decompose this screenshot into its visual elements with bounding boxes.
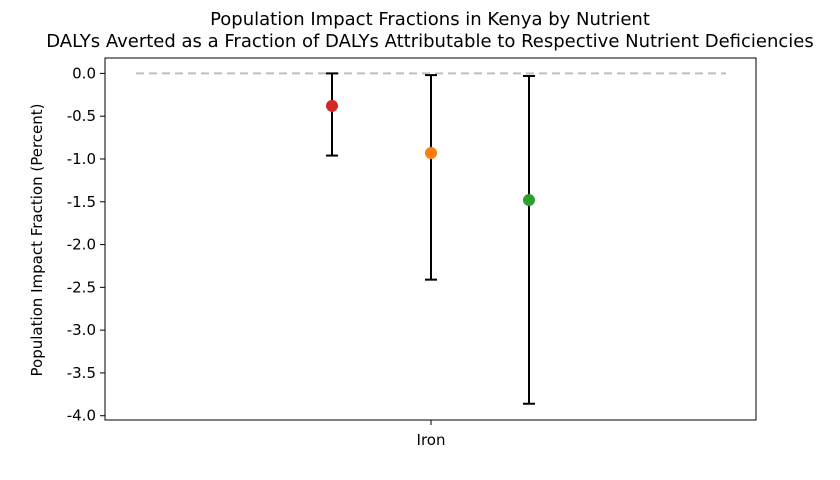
y-axis-label: Population Impact Fraction (Percent) [28,103,46,376]
data-point [523,194,535,207]
x-tick-label: Iron [417,431,446,449]
data-point [425,146,437,159]
chart-subtitle: DALYs Averted as a Fraction of DALYs Att… [46,31,813,52]
data-point [326,99,338,112]
y-tick-label: -2.0 [67,236,96,254]
plot-area: 0.0 -0.5 -1.0 -1.5 -2.0 -2.5 -3.0 -3.5 -4.0 Iron [67,57,757,449]
y-tick-label: 0.0 [72,64,96,82]
chart-title: Population Impact Fractions in Kenya by … [210,9,650,30]
y-tick-label: -3.0 [67,321,96,339]
y-tick-label: -2.5 [67,278,96,296]
y-tick-label: -1.5 [67,193,96,211]
y-tick-label: -0.5 [67,107,96,125]
y-tick-label: -4.0 [67,407,96,425]
y-tick-label: -1.0 [67,150,96,168]
y-tick-label: -3.5 [67,364,96,382]
